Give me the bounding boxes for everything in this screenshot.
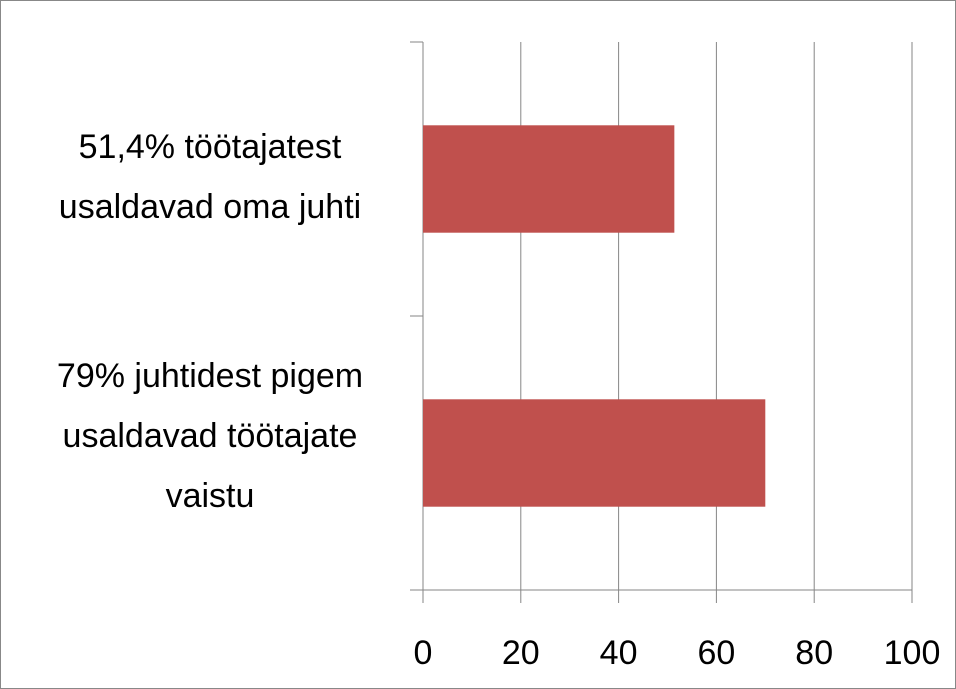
x-tick-label: 80	[795, 634, 833, 672]
bar	[423, 125, 675, 233]
x-tick-label: 100	[884, 634, 941, 672]
x-tick-label: 40	[600, 634, 638, 672]
bar	[423, 399, 766, 507]
y-tick-label: usaldavad oma juhti	[59, 188, 361, 226]
x-tick-label: 0	[414, 634, 433, 672]
y-tick-label: 79% juhtidest pigem	[57, 357, 363, 395]
y-tick-label: usaldavad töötajate	[63, 417, 358, 455]
y-tick-label: vaistu	[166, 477, 255, 515]
y-tick-label: 51,4% töötajatest	[79, 128, 342, 166]
x-tick-label: 60	[697, 634, 735, 672]
x-tick-label: 20	[502, 634, 540, 672]
